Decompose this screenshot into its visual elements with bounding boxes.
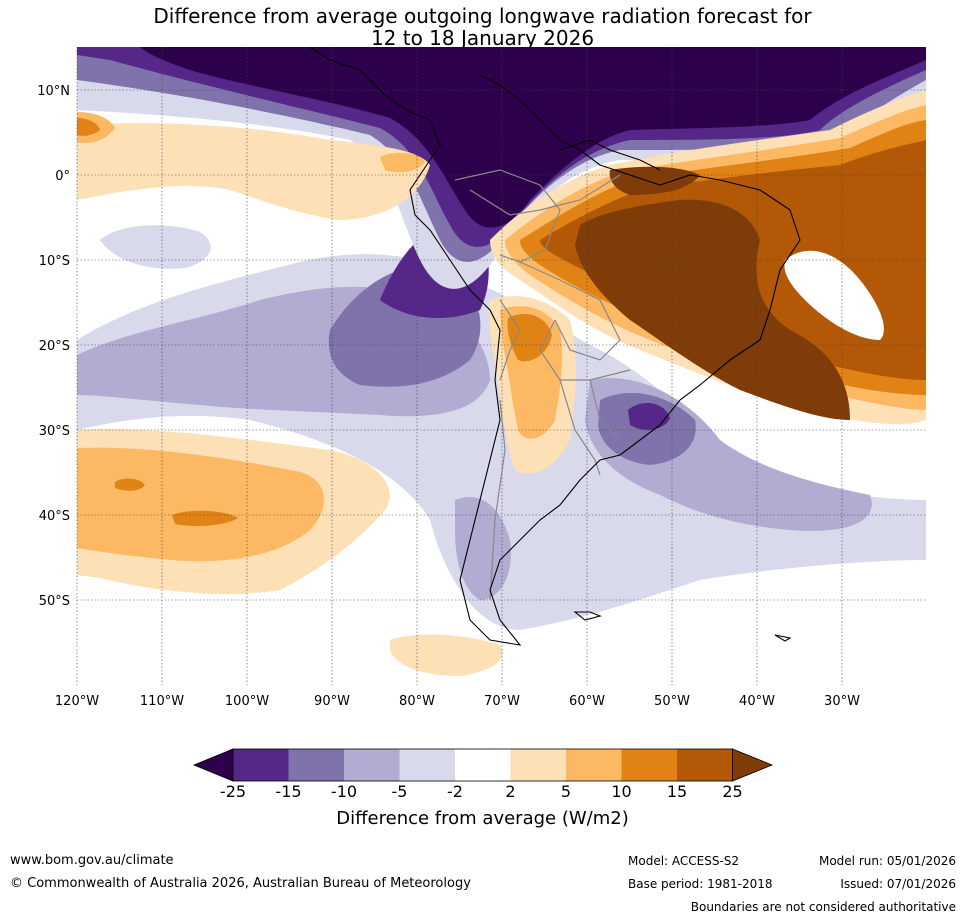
colorbar-bin-9 bbox=[677, 749, 733, 781]
anomaly-region-south-light-orange bbox=[390, 634, 503, 676]
country-borders bbox=[454, 169, 631, 601]
colorbar-bin-5 bbox=[455, 749, 511, 781]
issued-date: Issued: 07/01/2026 bbox=[840, 877, 956, 891]
anomaly-region-northern-purple-deepest bbox=[140, 47, 926, 228]
map-title-line-2: 12 to 18 January 2026 bbox=[370, 26, 595, 50]
colorbar-high-extension bbox=[732, 748, 774, 782]
lat-label-10s: 10°S bbox=[39, 254, 70, 269]
lon-label-50w: 50°W bbox=[654, 694, 690, 709]
anomaly-region-deep-purple-uruguay bbox=[628, 403, 670, 430]
lat-label-50s: 50°S bbox=[39, 594, 70, 609]
anomaly-region-brazil-deepest bbox=[575, 199, 850, 420]
lon-label-30w: 30°W bbox=[824, 694, 860, 709]
lat-label-10n: 10°N bbox=[37, 84, 70, 99]
lon-label-110w: 110°W bbox=[140, 694, 184, 709]
lon-label-120w: 120°W bbox=[55, 694, 99, 709]
lon-label-70w: 70°W bbox=[484, 694, 520, 709]
boundaries-disclaimer: Boundaries are not considered authoritat… bbox=[690, 900, 956, 914]
model-run-date: Model run: 05/01/2026 bbox=[818, 854, 956, 868]
graticule bbox=[76, 47, 926, 685]
website-link[interactable]: www.bom.gov.au/climate bbox=[10, 853, 174, 868]
base-period: Base period: 1981-2018 bbox=[628, 877, 773, 891]
anomaly-region-orange-east-pacific-dark bbox=[77, 118, 100, 136]
lon-label-100w: 100°W bbox=[225, 694, 269, 709]
colorbar-label: Difference from average (W/m2) bbox=[336, 808, 629, 829]
colorbar-tick-minus-2: -2 bbox=[447, 782, 463, 801]
colorbar-low-extension bbox=[192, 748, 234, 782]
colorbar-bin-1 bbox=[233, 749, 289, 781]
lon-label-90w: 90°W bbox=[314, 694, 350, 709]
colorbar-tick-15: 15 bbox=[666, 782, 688, 801]
lon-label-40w: 40°W bbox=[739, 694, 775, 709]
colorbar-bin-7 bbox=[566, 749, 622, 781]
colorbar-tick-minus-15: -15 bbox=[275, 782, 302, 801]
anomaly-region-orange-east-pacific-blob bbox=[380, 152, 425, 173]
colorbar-tick-10: 10 bbox=[611, 782, 632, 801]
anomaly-region-sw-pacific-dark-1 bbox=[172, 510, 238, 526]
anomaly-region-brazil-coastal-white bbox=[784, 250, 884, 340]
anomaly-region-amazon-deepest bbox=[609, 166, 700, 195]
olr-anomaly-field bbox=[77, 47, 926, 685]
colorbar-outline bbox=[232, 748, 733, 782]
colorbar-bin-3 bbox=[344, 749, 400, 781]
latitude-labels: 10°N 0° 10°S 20°S 30°S 40°S 50°S bbox=[37, 84, 70, 609]
copyright-text: © Commonwealth of Australia 2026, Austra… bbox=[10, 876, 471, 891]
longitude-labels: 120°W 110°W 100°W 90°W 80°W 70°W 60°W 50… bbox=[55, 694, 860, 709]
anomaly-region-medium-purple-patagonia bbox=[455, 496, 511, 600]
colorbar-tick-2: 2 bbox=[505, 782, 516, 801]
anomaly-region-light-purple-blob bbox=[100, 225, 211, 269]
lat-label-40s: 40°S bbox=[39, 509, 70, 524]
colorbar-bin-4 bbox=[399, 749, 455, 781]
lat-label-30s: 30°S bbox=[39, 424, 70, 439]
lat-label-20s: 20°S bbox=[39, 339, 70, 354]
lon-label-60w: 60°W bbox=[569, 694, 605, 709]
anomaly-region-orange-east-pacific bbox=[77, 123, 430, 220]
colorbar-bin-2 bbox=[288, 749, 344, 781]
coastline bbox=[309, 47, 801, 646]
colorbar-tick-minus-25: -25 bbox=[219, 782, 247, 801]
anomaly-region-sw-pacific-mid bbox=[77, 447, 324, 562]
colorbar-tick-25: 25 bbox=[722, 782, 743, 801]
colorbar-tick-minus-5: -5 bbox=[391, 782, 408, 801]
colorbar-bin-8 bbox=[621, 749, 677, 781]
map-title-line-1: Difference from average outgoing longwav… bbox=[153, 4, 812, 28]
colorbar-tick-5: 5 bbox=[560, 782, 572, 801]
lon-label-80w: 80°W bbox=[399, 694, 435, 709]
colorbar-tick-minus-10: -10 bbox=[330, 782, 358, 801]
colorbar bbox=[192, 748, 774, 782]
colorbar-bin-6 bbox=[510, 749, 566, 781]
anomaly-region-sw-pacific-dark-2 bbox=[115, 478, 145, 491]
model-name: Model: ACCESS-S2 bbox=[628, 854, 740, 868]
lat-label-0: 0° bbox=[55, 169, 70, 184]
